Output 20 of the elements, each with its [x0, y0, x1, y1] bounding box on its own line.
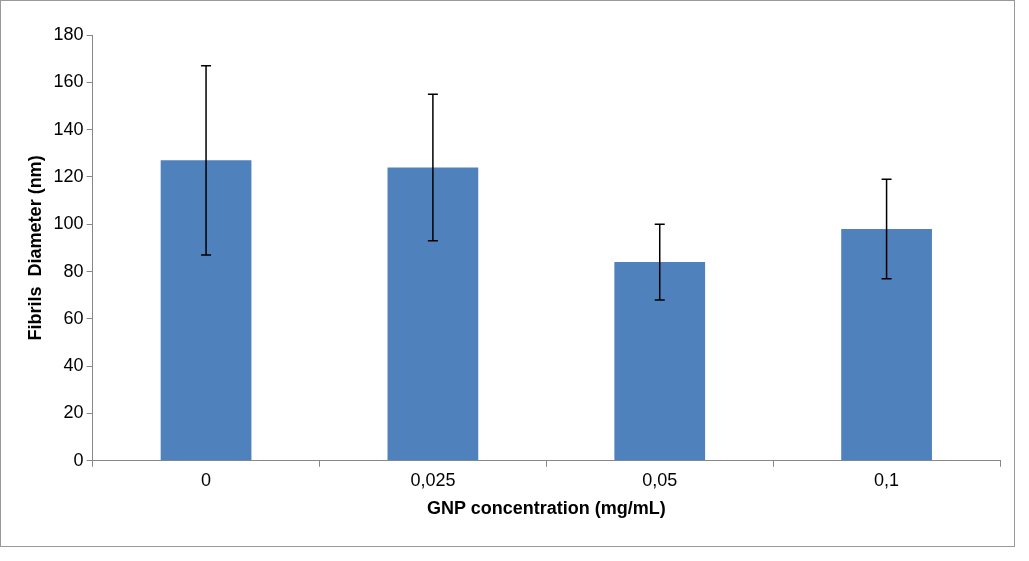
- y-tick-label: 120: [53, 165, 84, 186]
- y-tick-label: 60: [63, 307, 84, 328]
- bar: [614, 262, 706, 461]
- y-tick-label: 80: [63, 260, 84, 281]
- y-tick-label: 100: [53, 213, 84, 234]
- bar: [160, 160, 252, 461]
- x-tick-label: 0,05: [642, 469, 678, 490]
- y-tick-label: 20: [63, 402, 84, 423]
- y-tick-label: 0: [73, 449, 84, 470]
- y-tick-label: 180: [53, 23, 84, 44]
- bar: [387, 167, 479, 461]
- x-tick-label: 0,1: [874, 469, 900, 490]
- bar: [841, 228, 932, 461]
- x-tick-label: 0: [201, 469, 212, 490]
- y-tick-label: 160: [53, 71, 84, 92]
- y-axis-title: Fibrils Diameter (nm): [24, 155, 45, 341]
- y-tick-label: 140: [53, 118, 84, 139]
- y-tick-label: 40: [63, 355, 84, 376]
- x-tick-label: 0,025: [410, 469, 456, 490]
- x-axis-title: GNP concentration (mg/mL): [426, 498, 666, 519]
